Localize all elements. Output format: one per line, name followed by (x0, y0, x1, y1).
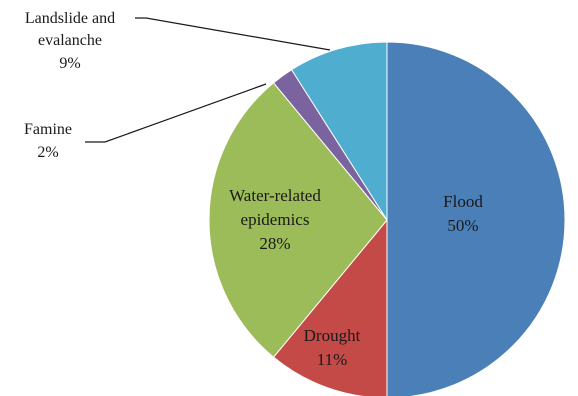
landslide-label-line1: Landslide and (25, 10, 115, 27)
pie-slice-landslide-and-evalanche (290, 41, 388, 222)
landslide-percent-label: 9% (59, 55, 80, 72)
flood-label: Flood (443, 192, 483, 211)
famine-label: Famine (24, 121, 72, 138)
flood-percent-label: 50% (447, 216, 478, 235)
water-epidemics-label-line2: epidemics (241, 210, 310, 229)
pie-slices (208, 41, 566, 396)
landslide-label-line2: evalanche (38, 32, 102, 49)
famine-percent-label: 2% (37, 144, 58, 161)
famine-leader-line (85, 83, 267, 143)
water-epidemics-label-line1: Water-related (229, 186, 321, 205)
water-epidemics-percent-label: 28% (259, 234, 290, 253)
drought-percent-label: 11% (317, 350, 348, 369)
pie-slice-water-related-epidemics (208, 82, 388, 358)
drought-label: Drought (304, 326, 361, 345)
landslide-leader-line (135, 17, 331, 51)
pie-slice-drought (272, 218, 388, 396)
pie-slice-flood (386, 41, 566, 396)
